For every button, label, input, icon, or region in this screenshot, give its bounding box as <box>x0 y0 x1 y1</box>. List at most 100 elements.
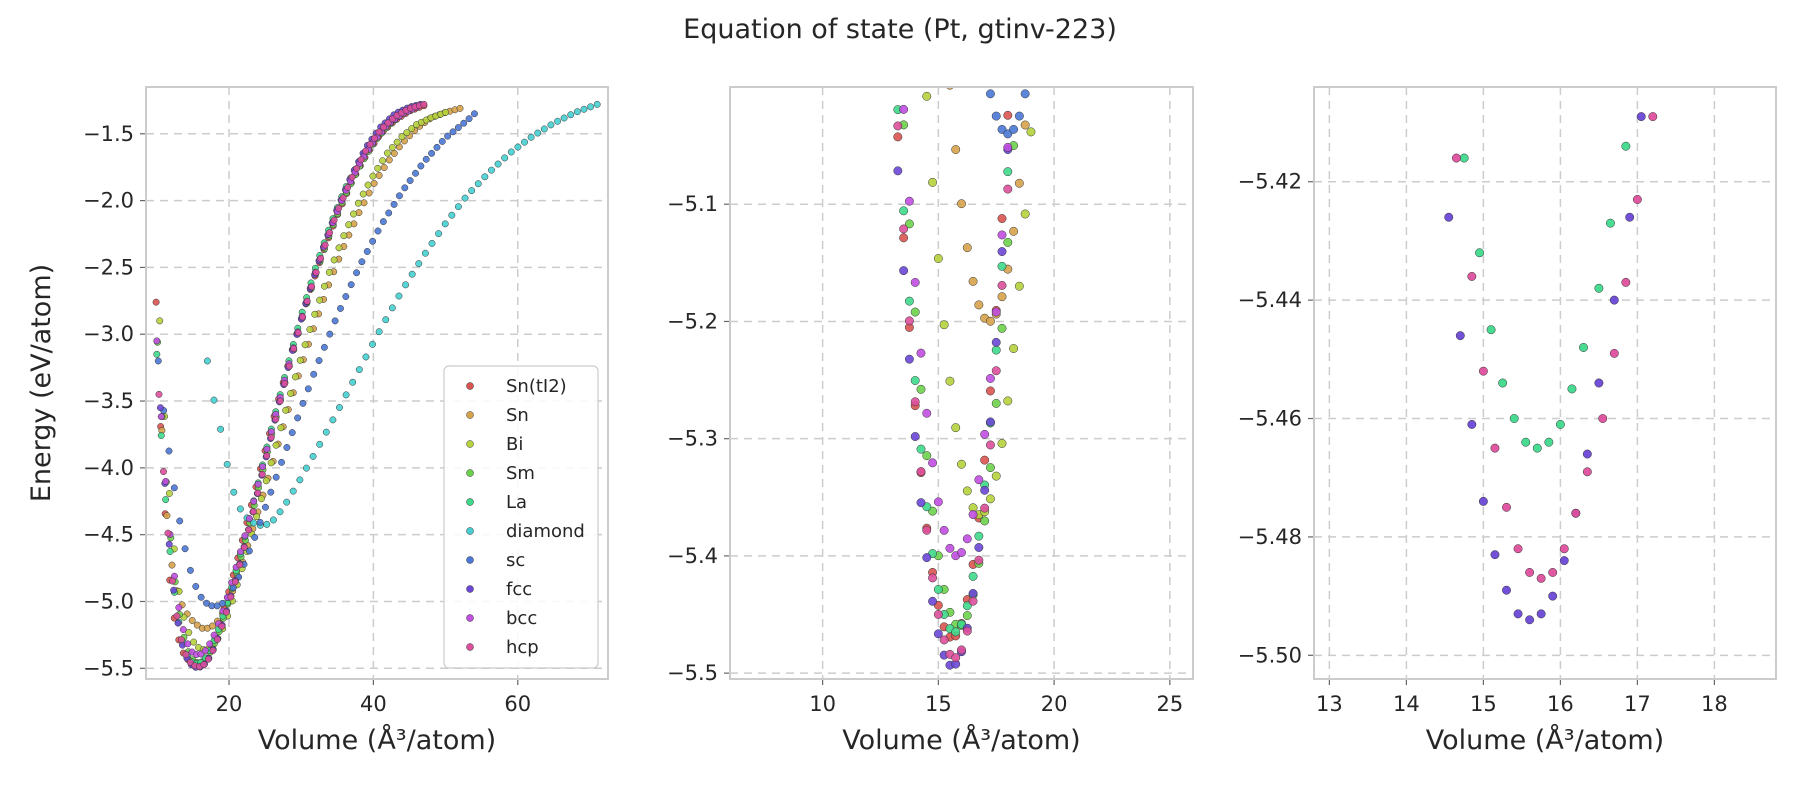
point-Bi <box>1014 281 1024 291</box>
point-diamond <box>593 100 601 108</box>
point-diamond <box>296 476 304 484</box>
point-Bi <box>379 157 387 165</box>
point-La <box>962 601 972 611</box>
point-Bi <box>951 423 961 433</box>
point-Sn <box>945 87 954 90</box>
point-hcp <box>1621 277 1631 287</box>
point-fcc <box>928 596 938 606</box>
point-hcp <box>951 653 961 663</box>
point-hcp <box>312 269 320 276</box>
point-bcc <box>162 477 170 485</box>
point-La <box>1621 141 1631 151</box>
point-sc <box>154 357 162 365</box>
point-hcp <box>1571 508 1581 518</box>
panel-1: 20 40 60 −5.5 −5.0 −4.5 −4.0 −3.5 −3.0 −2.5 −2.0 −1… <box>26 86 609 756</box>
point-Sn <box>985 316 995 326</box>
point-bcc <box>962 534 972 544</box>
point-hcp <box>258 470 266 478</box>
point-sc <box>460 119 468 127</box>
point-diamond <box>428 239 436 247</box>
point-bcc <box>237 548 244 556</box>
point-hcp <box>1478 366 1488 376</box>
legend-marker <box>466 527 474 535</box>
point-La <box>1486 325 1496 335</box>
point-diamond <box>269 516 277 524</box>
point-hcp <box>254 489 262 497</box>
point-diamond <box>322 428 330 436</box>
point-La <box>153 350 161 358</box>
point-hcp <box>182 651 190 658</box>
point-diamond <box>527 133 535 141</box>
point-La <box>166 548 174 555</box>
y-axis-label: Energy (eV/atom) <box>26 264 57 502</box>
point-sc <box>406 177 414 184</box>
point-diamond <box>309 452 317 460</box>
point-hcp <box>222 608 230 616</box>
point-sc <box>1014 111 1024 121</box>
point-Bi <box>408 125 416 133</box>
point-fcc <box>170 586 178 594</box>
point-sc <box>262 503 269 511</box>
legend-label: diamond <box>506 521 585 542</box>
legend-marker <box>466 498 474 506</box>
point-sc <box>176 517 184 525</box>
point-Sn <box>1009 226 1019 236</box>
point-hcp <box>330 216 338 224</box>
point-Sn <box>385 156 393 164</box>
point-diamond <box>395 292 403 300</box>
point-Sn(tI2) <box>985 386 995 396</box>
point-sc <box>454 124 462 131</box>
point-fcc <box>1502 585 1511 595</box>
point-La <box>951 627 961 637</box>
y-tick-label: −5.44 <box>1238 288 1302 312</box>
point-Sn <box>370 179 378 187</box>
x-axis-label: Volume (Å³/atom) <box>258 724 496 756</box>
point-Bi <box>345 221 353 229</box>
point-sc <box>170 484 178 492</box>
point-Sm <box>991 398 1001 408</box>
point-La <box>162 496 170 504</box>
point-Bi <box>985 494 995 504</box>
point-Bi <box>354 199 362 207</box>
point-sc <box>294 414 302 422</box>
point-sc <box>358 258 366 266</box>
point-sc <box>363 248 371 255</box>
y-tick-label: −5.42 <box>1238 170 1302 194</box>
point-Bi <box>374 164 382 172</box>
legend-marker <box>466 382 474 390</box>
point-hcp <box>276 397 284 405</box>
point-La <box>899 206 909 216</box>
point-diamond <box>355 366 363 374</box>
point-La <box>1532 443 1542 453</box>
point-fcc <box>1525 615 1535 625</box>
legend-label: Sn(tI2) <box>506 376 567 397</box>
y-tick-label: −5.50 <box>1238 643 1302 667</box>
point-Bi <box>330 256 338 264</box>
point-sc <box>320 343 328 351</box>
legend-label: fcc <box>506 579 532 600</box>
point-hcp <box>173 612 181 620</box>
point-hcp <box>160 468 167 475</box>
point-La <box>1579 343 1588 352</box>
point-sc <box>991 111 1001 121</box>
x-tick-label: 15 <box>1470 692 1497 716</box>
point-Bi <box>997 439 1007 448</box>
point-diamond <box>454 203 462 211</box>
point-hcp <box>384 119 392 127</box>
point-diamond <box>534 129 542 137</box>
point-diamond <box>369 340 376 348</box>
y-tick-label: −3.5 <box>83 389 134 413</box>
point-sc <box>251 533 259 541</box>
x-tick-label: 40 <box>360 692 387 716</box>
point-fcc <box>985 417 995 427</box>
point-hcp <box>267 434 275 441</box>
point-fcc <box>1625 212 1635 222</box>
point-Bi <box>393 138 401 146</box>
point-Bi <box>262 477 270 485</box>
point-diamond <box>474 180 482 188</box>
point-hcp <box>169 577 176 585</box>
point-Sn(tI2) <box>1003 110 1013 120</box>
legend-label: Sn <box>506 405 529 426</box>
point-fcc <box>904 354 914 364</box>
point-hcp <box>299 313 307 321</box>
